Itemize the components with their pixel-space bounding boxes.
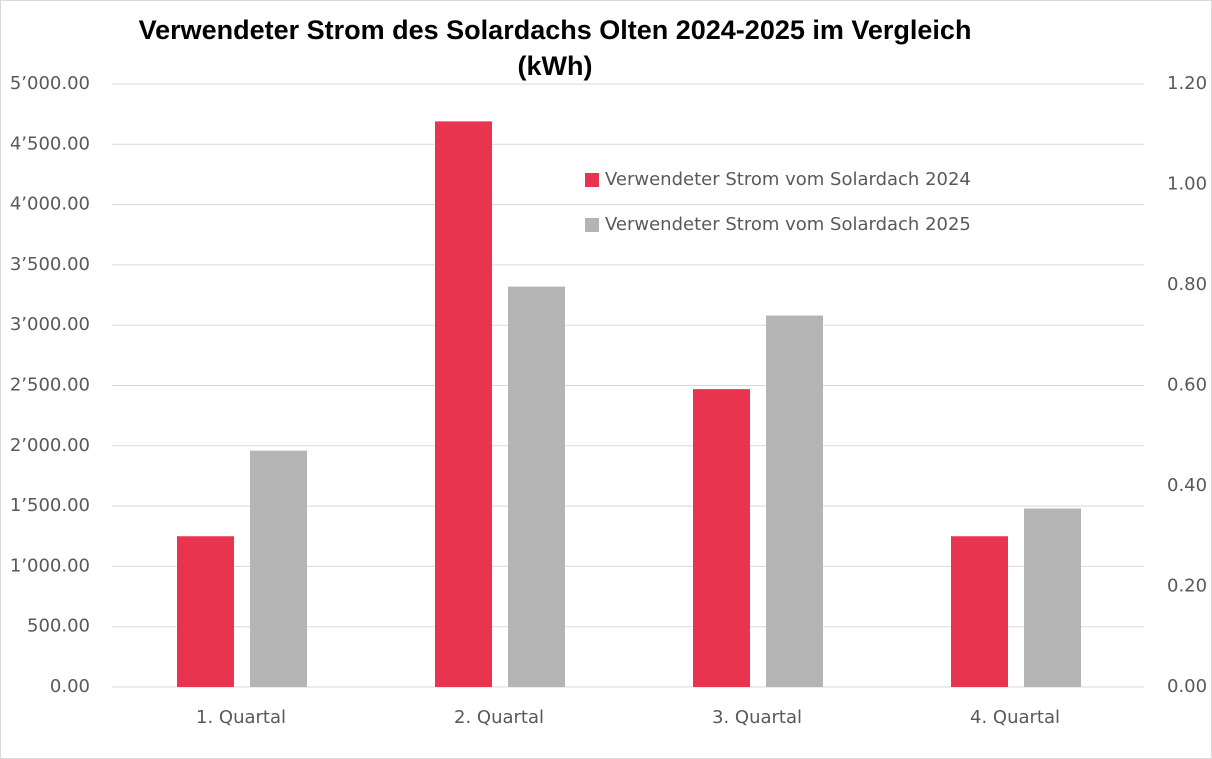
legend-swatch <box>585 218 599 232</box>
chart-title: Verwendeter Strom des Solardachs Olten 2… <box>138 15 972 81</box>
bar <box>508 286 565 687</box>
y-tick-label: 0.00 <box>50 676 90 697</box>
y2-tick-label: 0.40 <box>1167 475 1207 496</box>
y-tick-label: 3’000.00 <box>10 314 90 335</box>
bar <box>435 121 492 688</box>
x-tick-label: 2. Quartal <box>454 707 544 728</box>
y-tick-label: 2’500.00 <box>10 375 90 396</box>
x-tick-label: 3. Quartal <box>712 707 802 728</box>
y2-tick-label: 1.00 <box>1167 174 1207 195</box>
y-tick-label: 4’500.00 <box>10 133 90 154</box>
y-tick-label: 5’000.00 <box>10 73 90 94</box>
x-tick-label: 4. Quartal <box>970 707 1060 728</box>
y-tick-label: 1’500.00 <box>10 495 90 516</box>
y-tick-label: 1’000.00 <box>10 555 90 576</box>
bar <box>951 536 1008 687</box>
y2-tick-label: 0.20 <box>1167 576 1207 597</box>
y2-tick-label: 0.60 <box>1167 375 1207 396</box>
y-tick-label: 500.00 <box>27 616 90 637</box>
y2-tick-label: 0.00 <box>1167 676 1207 697</box>
y-tick-label: 3’500.00 <box>10 254 90 275</box>
legend-swatch <box>585 173 599 187</box>
bar <box>250 450 307 687</box>
bar <box>1024 508 1081 687</box>
legend-label: Verwendeter Strom vom Solardach 2024 <box>605 169 971 190</box>
y2-tick-label: 1.20 <box>1167 73 1207 94</box>
x-tick-label: 1. Quartal <box>196 707 286 728</box>
bar <box>693 389 750 687</box>
y2-tick-label: 0.80 <box>1167 274 1207 295</box>
y-tick-label: 2’000.00 <box>10 435 90 456</box>
y-tick-label: 4’000.00 <box>10 194 90 215</box>
bar <box>766 315 823 687</box>
legend-label: Verwendeter Strom vom Solardach 2025 <box>605 214 971 235</box>
bar <box>177 536 234 687</box>
